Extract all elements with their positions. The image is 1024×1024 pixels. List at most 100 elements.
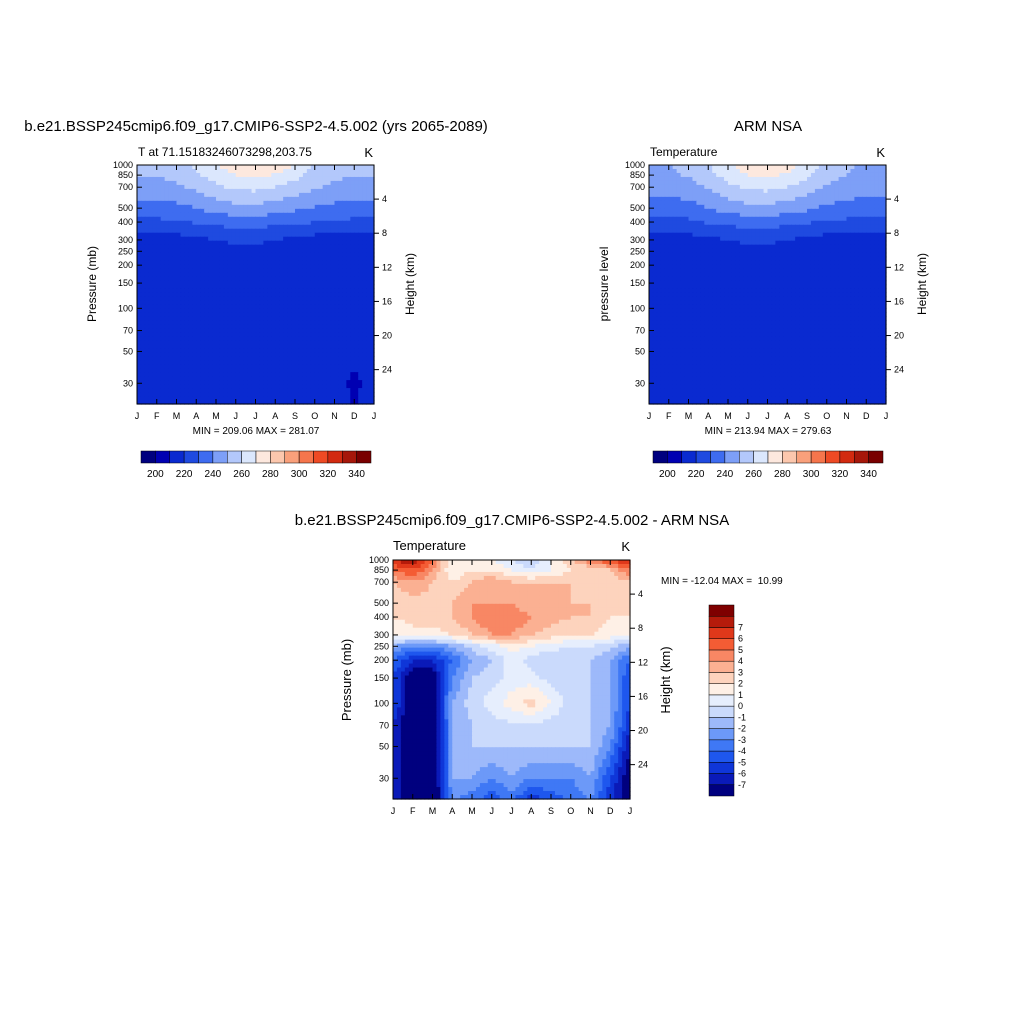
contour-cell: [656, 236, 662, 242]
contour-cell: [255, 232, 261, 238]
contour-cell: [176, 240, 182, 246]
contour-cell: [196, 280, 201, 286]
contour-cell: [196, 300, 201, 306]
contour-cell: [747, 172, 753, 178]
contour-cell: [326, 176, 332, 182]
contour-cell: [672, 212, 678, 218]
contour-cell: [322, 260, 328, 266]
contour-cell: [160, 165, 166, 170]
contour-cell: [310, 284, 316, 290]
contour-cell: [878, 165, 883, 170]
contour-cell: [188, 388, 193, 393]
contour-cell: [810, 216, 816, 222]
contour-cell: [251, 344, 257, 349]
contour-cell: [318, 332, 324, 337]
contour-cell: [350, 236, 355, 242]
contour-cell: [263, 300, 268, 306]
contour-cell: [160, 204, 166, 210]
contour-cell: [318, 392, 324, 397]
contour-cell: [735, 240, 741, 246]
contour-cell: [279, 204, 284, 210]
contour-cell: [810, 196, 816, 202]
contour-cell: [140, 204, 146, 210]
contour-cell: [140, 224, 146, 230]
contour-cell: [358, 296, 363, 302]
contour-cell: [172, 308, 178, 313]
contour-cell: [235, 392, 241, 397]
contour-cell: [306, 184, 312, 190]
contour-cell: [692, 188, 697, 194]
contour-cell: [275, 196, 280, 202]
contour-cell: [140, 244, 146, 250]
contour-cell: [366, 240, 371, 246]
contour-cell: [137, 268, 142, 274]
contour-cell: [231, 356, 237, 361]
contour-cell: [176, 376, 182, 381]
contour-cell: [704, 232, 709, 238]
contour-cell: [874, 172, 879, 178]
contour-cell: [330, 240, 336, 246]
contour-cell: [196, 184, 201, 190]
contour-cell: [180, 384, 185, 389]
contour-cell: [227, 372, 233, 377]
contour-cell: [350, 324, 355, 329]
contour-cell: [287, 324, 292, 329]
contour-cell: [247, 196, 253, 202]
contour-cell: [156, 372, 162, 377]
contour-cell: [672, 180, 678, 186]
contour-cell: [192, 248, 197, 254]
contour-cell: [838, 180, 844, 186]
contour-cell: [212, 208, 217, 214]
contour-cell: [255, 184, 261, 190]
contour-cell: [196, 372, 201, 377]
contour-cell: [275, 244, 280, 250]
contour-cell: [188, 252, 193, 258]
contour-cell: [874, 196, 879, 202]
contour-cell: [684, 212, 690, 218]
contour-cell: [310, 228, 316, 234]
contour-cell: [747, 244, 753, 250]
contour-cell: [314, 396, 320, 401]
contour-cell: [251, 380, 257, 385]
contour-cell: [172, 288, 178, 294]
contour-cell: [196, 296, 201, 302]
contour-cell: [168, 276, 174, 282]
contour-cell: [263, 188, 268, 194]
contour-cell: [263, 392, 268, 397]
contour-cell: [354, 264, 359, 270]
contour-cell: [188, 332, 193, 337]
contour-cell: [200, 288, 205, 294]
contour-cell: [271, 300, 276, 306]
contour-cell: [771, 212, 776, 218]
contour-cell: [279, 168, 284, 174]
contour-cell: [874, 236, 879, 242]
contour-cell: [660, 220, 666, 226]
contour-cell: [172, 332, 178, 337]
contour-cell: [660, 165, 666, 170]
contour-cell: [148, 300, 154, 306]
contour-cell: [176, 248, 182, 254]
contour-cell: [259, 320, 264, 325]
contour-cell: [287, 176, 292, 182]
contour-cell: [259, 200, 264, 206]
contour-cell: [219, 184, 225, 190]
contour-cell: [362, 352, 367, 357]
contour-cell: [664, 208, 670, 214]
contour-cell: [212, 340, 217, 345]
contour-cell: [219, 204, 225, 210]
contour-cell: [822, 176, 828, 182]
contour-cell: [366, 332, 371, 337]
contour-cell: [204, 388, 209, 393]
contour-cell: [735, 192, 741, 198]
contour-cell: [771, 168, 776, 174]
contour-cell: [271, 276, 276, 282]
contour-cell: [649, 165, 654, 170]
contour-cell: [334, 165, 340, 170]
contour-cell: [767, 192, 773, 198]
contour-cell: [204, 228, 209, 234]
contour-cell: [216, 184, 221, 190]
contour-cell: [342, 264, 347, 270]
contour-cell: [263, 176, 268, 182]
contour-cell: [196, 304, 201, 309]
contour-cell: [743, 212, 749, 218]
